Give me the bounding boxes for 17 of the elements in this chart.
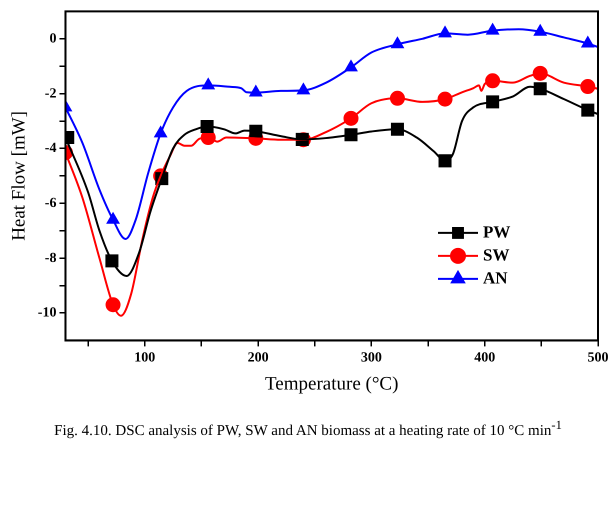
legend-label: SW	[483, 245, 510, 264]
y-tick-label: -10	[38, 306, 56, 321]
x-tick-label: 100	[134, 350, 156, 366]
y-axis-title: Heat Flow [mW]	[8, 110, 30, 241]
y-tick-label: -2	[44, 86, 56, 102]
legend-label: AN	[483, 268, 508, 288]
y-tick-label: -6	[44, 196, 56, 211]
x-tick-label: 400	[474, 350, 496, 366]
y-tick-label: 0	[49, 31, 56, 46]
x-tick-label: 500	[588, 350, 608, 366]
y-tick-label: -8	[44, 250, 56, 266]
y-tick-label: -4	[44, 141, 56, 156]
x-tick-label: 200	[248, 350, 269, 366]
x-tick-label: 300	[360, 350, 382, 366]
legend-label: PW	[483, 222, 510, 242]
caption: Fig. 4.10. DSC analysis of PW, SW and AN biomass at a heating rate of 10 °C min$^{-1}$	[53, 418, 563, 440]
x-axis-title: Temperature (°C)	[265, 374, 398, 395]
